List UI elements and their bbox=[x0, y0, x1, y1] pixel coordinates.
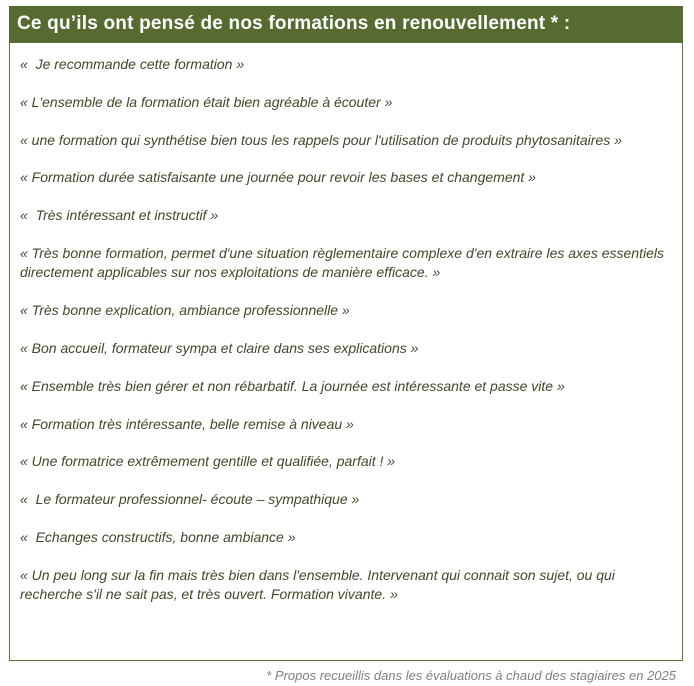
quote: « Une formatrice extrêmement gentille et… bbox=[20, 453, 396, 470]
quote: « Formation très intéressante, belle rem… bbox=[20, 415, 354, 432]
quote: « Je recommande cette formation » bbox=[20, 56, 245, 72]
panel-header: Ce qu’ils ont pensé de nos formations en… bbox=[9, 6, 683, 42]
quote: « Très bonne formation, permet d'une sit… bbox=[20, 245, 668, 281]
quote: « Le formateur professionnel- écoute – s… bbox=[20, 491, 360, 508]
quote: « Très intéressant et instructif » bbox=[20, 207, 219, 224]
quotes-box: « Je recommande cette formation » « L'en… bbox=[9, 42, 683, 661]
quote: « Un peu long sur la fin mais très bien … bbox=[20, 566, 619, 603]
quote: « L'ensemble de la formation était bien … bbox=[20, 93, 393, 110]
footnote: * Propos recueillis dans les évaluations… bbox=[266, 668, 676, 683]
quote: « une formation qui synthétise bien tous… bbox=[20, 131, 622, 148]
quote: « Echanges constructifs, bonne ambiance … bbox=[20, 529, 296, 546]
quote: « Très bonne explication, ambiance profe… bbox=[20, 302, 350, 319]
testimonials-panel: Ce qu’ils ont pensé de nos formations en… bbox=[9, 6, 683, 683]
quote: « Ensemble très bien gérer et non rébarb… bbox=[20, 377, 565, 394]
panel-title: Ce qu’ils ont pensé de nos formations en… bbox=[17, 13, 571, 34]
quote: « Bon accueil, formateur sympa et claire… bbox=[20, 340, 419, 356]
quote: « Formation durée satisfaisante une jour… bbox=[20, 169, 536, 186]
